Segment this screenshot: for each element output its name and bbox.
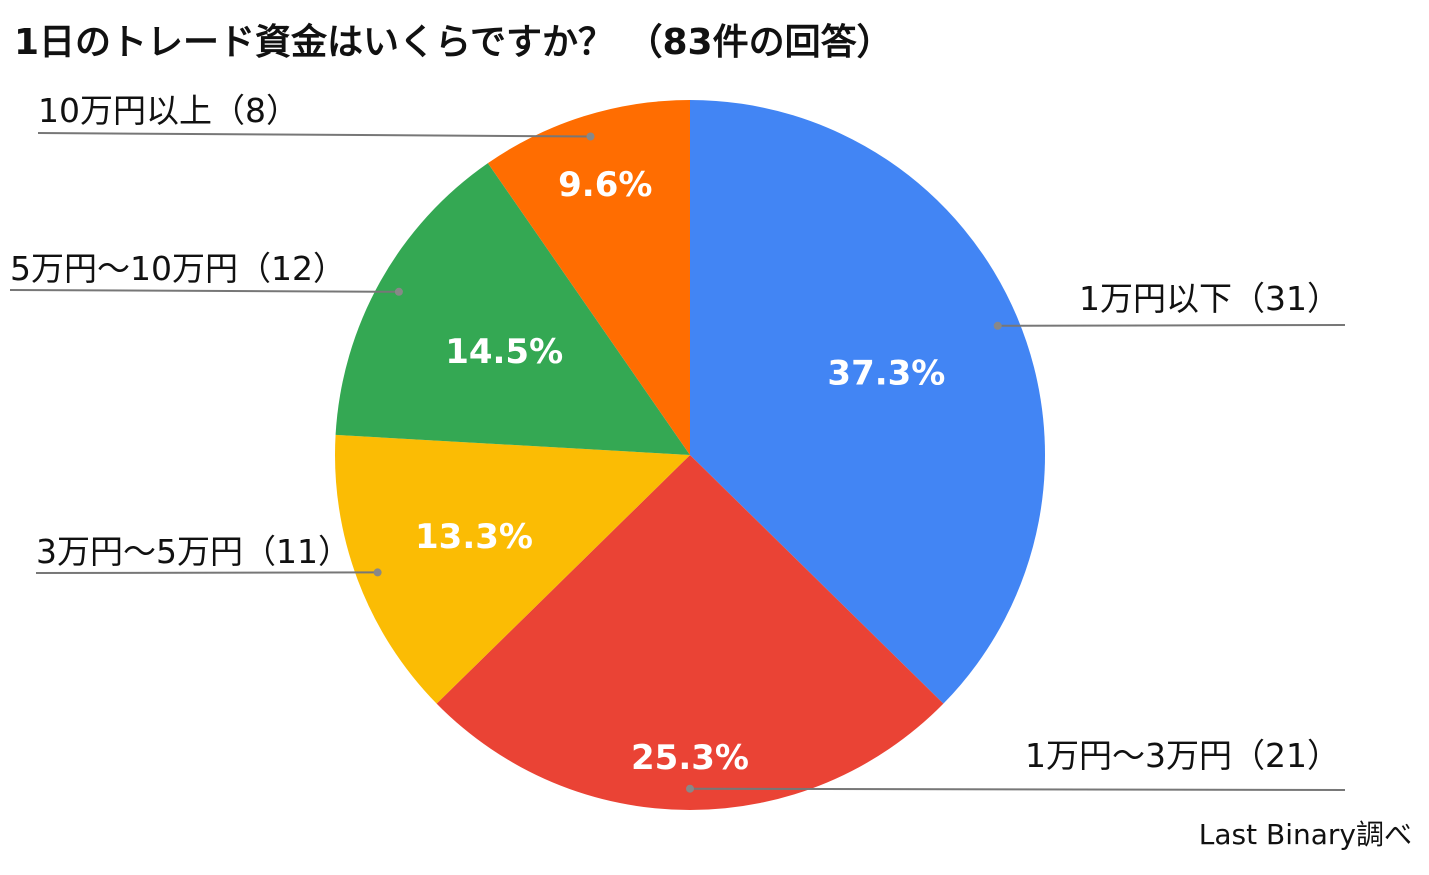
- leader-dot: [993, 321, 1002, 330]
- leader-dot: [586, 132, 595, 141]
- pie-slices: [334, 100, 1046, 811]
- slice-percent-label: 25.3%: [631, 738, 749, 778]
- pie-slice: [436, 455, 944, 811]
- pie-slice: [690, 100, 1046, 704]
- source-label: Last Binary調べ: [1199, 818, 1412, 851]
- slice-category-label: 3万円〜5万円（11）: [36, 532, 351, 571]
- leader-line: [997, 324, 1346, 327]
- pie-slice: [335, 163, 690, 455]
- slice-category-label: 10万円以上（8）: [38, 91, 299, 130]
- chart-title: 1日のトレード資金はいくらですか？ （83件の回答）: [14, 21, 893, 63]
- slice-category-label: 5万円〜10万円（12）: [10, 249, 346, 288]
- slice-percent-label: 13.3%: [415, 517, 533, 557]
- pie-slice: [334, 434, 690, 704]
- percent-labels: 37.3% 25.3% 13.3% 14.5% 9.6%: [415, 165, 945, 778]
- leader-line: [37, 132, 591, 138]
- leader-dot: [686, 784, 694, 793]
- slice-percent-label: 37.3%: [827, 354, 945, 394]
- slice-percent-label: 9.6%: [558, 165, 652, 205]
- slice-category-label: 1万円以下（31）: [1079, 279, 1340, 318]
- leader-dot: [373, 568, 382, 577]
- leader-line: [9, 289, 399, 293]
- leader-dot: [394, 287, 403, 296]
- leader-lines: [9, 132, 1346, 793]
- pie-slice: [487, 100, 690, 455]
- leader-line: [689, 787, 1346, 791]
- slice-category-label: 1万円〜3万円（21）: [1025, 736, 1340, 775]
- slice-percent-label: 14.5%: [445, 332, 563, 372]
- category-labels: 1万円以下（31） 1万円〜3万円（21） 3万円〜5万円（11） 5万円〜10万円（…: [10, 91, 1340, 775]
- leader-line: [35, 571, 378, 574]
